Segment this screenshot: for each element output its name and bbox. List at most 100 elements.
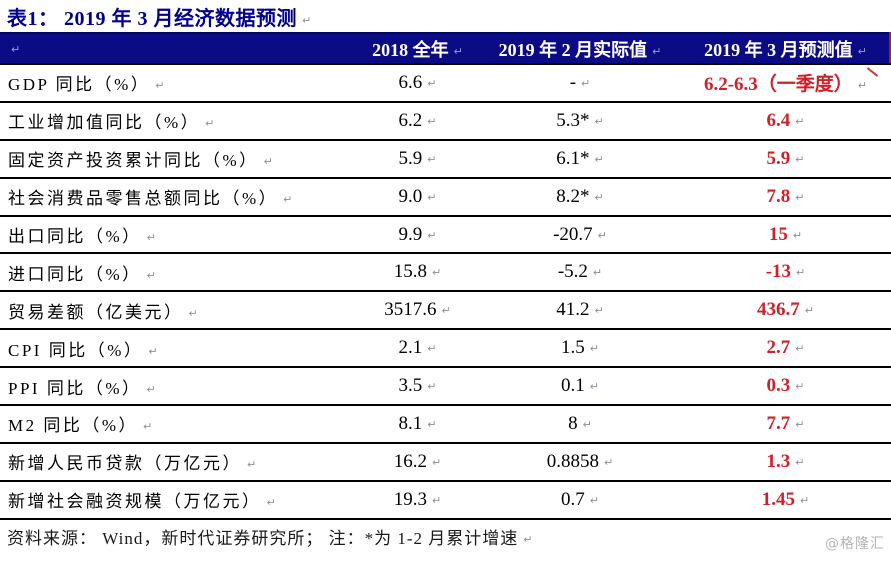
return-mark-icon: ↵: [427, 152, 437, 166]
table-row: 贸易差额（亿美元） ↵ 3517.6 ↵ 41.2 ↵ 436.7 ↵: [0, 291, 891, 331]
row-label: 新增人民币贷款（万亿元） ↵: [0, 442, 355, 482]
return-mark-icon: ↵: [146, 231, 156, 244]
return-mark-icon: ↵: [427, 417, 437, 431]
value-2018-full: 15.8 ↵: [355, 253, 480, 293]
return-mark-icon: ↵: [302, 14, 312, 27]
value-feb-actual-text: 0.8858: [546, 450, 600, 472]
return-mark-icon: ↵: [795, 342, 805, 356]
value-2018-full: 9.0 ↵: [355, 177, 480, 217]
value-mar-forecast: -13 ↵: [680, 253, 891, 293]
return-mark-icon: ↵: [589, 380, 599, 394]
value-2018-full-text: 6.2: [398, 109, 423, 131]
value-feb-actual: 0.1 ↵: [480, 367, 680, 407]
return-mark-icon: ↵: [581, 76, 591, 90]
return-mark-icon: ↵: [432, 493, 442, 507]
value-mar-forecast-text: 0.3: [766, 375, 791, 397]
value-mar-forecast: 0.3 ↵: [680, 367, 891, 407]
value-feb-actual: 0.7 ↵: [480, 480, 680, 520]
return-mark-icon: ↵: [800, 493, 810, 507]
return-mark-icon: ↵: [795, 380, 805, 394]
return-mark-icon: ↵: [427, 76, 437, 90]
value-2018-full-text: 9.0: [398, 185, 423, 207]
return-mark-icon: ↵: [188, 306, 198, 320]
value-2018-full-text: 9.9: [398, 223, 423, 245]
value-mar-forecast: 2.7 ↵: [680, 329, 891, 369]
value-feb-actual: 1.5 ↵: [480, 329, 680, 369]
value-2018-full: 6.2 ↵: [355, 101, 480, 141]
header-cell-2018: 2018 全年 ↵: [355, 32, 480, 65]
row-label: M2 同比（%） ↵: [0, 405, 355, 444]
value-2018-full: 19.3 ↵: [355, 480, 480, 520]
value-feb-actual: 41.2 ↵: [480, 291, 680, 331]
value-feb-actual: -20.7 ↵: [480, 215, 680, 255]
value-feb-actual-text: 5.3*: [556, 109, 590, 131]
return-mark-icon: ↵: [11, 43, 21, 56]
return-mark-icon: ↵: [857, 44, 867, 58]
return-mark-icon: ↵: [795, 114, 805, 128]
return-mark-icon: ↵: [427, 190, 437, 204]
value-mar-forecast: 5.9 ↵: [680, 139, 891, 179]
header-2018-text: 2018 全年: [372, 39, 449, 60]
value-2018-full: 8.1 ↵: [355, 405, 480, 444]
value-feb-actual: 8.2* ↵: [480, 177, 680, 217]
value-2018-full-text: 3517.6: [384, 299, 437, 321]
return-mark-icon: ↵: [594, 114, 604, 128]
value-2018-full: 3517.6 ↵: [355, 291, 480, 331]
return-mark-icon: ↵: [441, 304, 451, 318]
value-2018-full-text: 8.1: [398, 412, 423, 434]
value-2018-full: 2.1 ↵: [355, 329, 480, 369]
value-feb-actual: 8 ↵: [480, 405, 680, 444]
table-row: 新增人民币贷款（万亿元） ↵ 16.2 ↵ 0.8858 ↵ 1.3 ↵: [0, 442, 891, 482]
value-feb-actual: 0.8858 ↵: [480, 442, 680, 482]
value-feb-actual-text: -20.7: [553, 223, 593, 245]
return-mark-icon: ↵: [146, 268, 156, 282]
row-label-text: GDP 同比（%）: [8, 75, 151, 95]
value-mar-forecast-text: 7.8: [766, 185, 791, 207]
return-mark-icon: ↵: [266, 496, 276, 510]
return-mark-icon: ↵: [146, 382, 156, 396]
return-mark-icon: ↵: [523, 533, 533, 546]
value-mar-forecast-text: 436.7: [757, 299, 800, 321]
return-mark-icon: ↵: [205, 117, 215, 131]
return-mark-icon: ↵: [796, 266, 806, 280]
value-2018-full-text: 15.8: [393, 261, 428, 283]
value-feb-actual-text: 1.5: [561, 337, 585, 359]
return-mark-icon: ↵: [792, 228, 803, 242]
row-label-text: 新增社会融资规模（万亿元）: [8, 492, 262, 512]
value-mar-forecast-text: 2.7: [766, 337, 791, 359]
value-2018-full: 9.9 ↵: [355, 215, 480, 255]
return-mark-icon: ↵: [604, 455, 614, 469]
value-2018-full-text: 19.3: [393, 488, 428, 510]
row-label: CPI 同比（%） ↵: [0, 329, 355, 369]
table-header: ↵ 2018 全年 ↵ 2019 年 2 月实际值 ↵ 2019 年 3 月预测值 ↵: [0, 32, 891, 65]
return-mark-icon: ↵: [263, 155, 273, 169]
row-label-text: CPI 同比（%）: [8, 340, 144, 360]
row-label-text: 固定资产投资累计同比（%）: [8, 151, 259, 171]
row-label-text: 社会消费品零售总额同比（%）: [8, 189, 279, 209]
value-mar-forecast: 1.3 ↵: [680, 442, 891, 482]
table-row: 出口同比（%） ↵ 9.9 ↵ -20.7 ↵ 15 ↵: [0, 215, 891, 255]
table-row: PPI 同比（%） ↵ 3.5 ↵ 0.1 ↵ 0.3 ↵: [0, 367, 891, 407]
value-2018-full: 16.2 ↵: [355, 442, 480, 482]
table-body: GDP 同比（%） ↵ 6.6 ↵ - ↵ 6.2-6.3（一季度） ↵ 工业增加值同比（%） ↵…: [0, 64, 891, 520]
return-mark-icon: ↵: [594, 190, 604, 204]
return-mark-icon: ↵: [247, 458, 257, 472]
value-mar-forecast: 6.4 ↵: [680, 101, 891, 141]
return-mark-icon: ↵: [582, 417, 592, 431]
return-mark-icon: ↵: [283, 193, 293, 207]
value-2018-full: 6.6 ↵: [355, 64, 480, 103]
return-mark-icon: ↵: [804, 304, 814, 318]
row-label: 新增社会融资规模（万亿元） ↵: [0, 480, 355, 520]
forecast-table: ↵ 2018 全年 ↵ 2019 年 2 月实际值 ↵ 2019 年 3 月预测值 ↵…: [0, 32, 891, 520]
return-mark-icon: ↵: [148, 344, 158, 358]
value-mar-forecast: 15 ↵: [680, 215, 891, 255]
return-mark-icon: ↵: [427, 342, 437, 356]
return-mark-icon: ↵: [155, 79, 165, 93]
row-label-text: 工业增加值同比（%）: [8, 113, 201, 133]
row-label: PPI 同比（%） ↵: [0, 367, 355, 407]
table-row: 进口同比（%） ↵ 15.8 ↵ -5.2 ↵ -13 ↵: [0, 253, 891, 293]
return-mark-icon: ↵: [795, 190, 805, 204]
value-mar-forecast-text: 15: [768, 223, 788, 245]
row-label-text: 新增人民币贷款（万亿元）: [8, 454, 242, 474]
row-label-text: 出口同比（%）: [8, 227, 142, 246]
